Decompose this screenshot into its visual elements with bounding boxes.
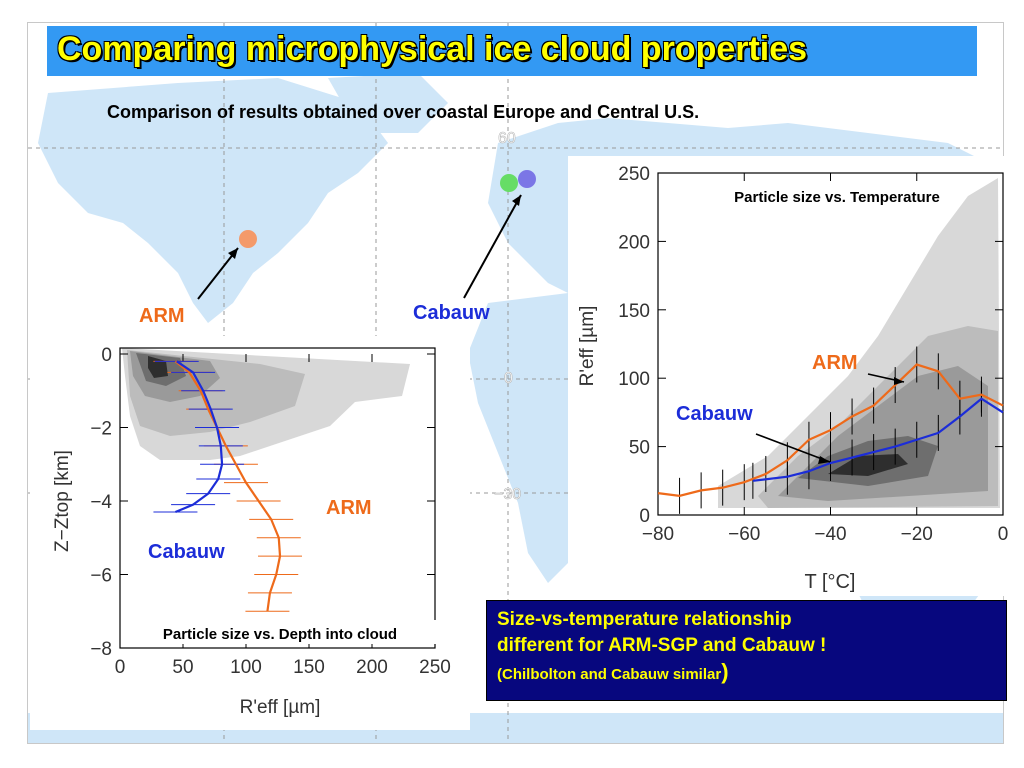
temperature-chart-y-tick-label: 250 bbox=[618, 164, 650, 185]
temperature-chart-x-tick-label: 0 bbox=[998, 524, 1009, 545]
chilbolton-site-marker bbox=[500, 174, 518, 192]
depth-chart-ylabel: Z−Ztop [km] bbox=[52, 450, 73, 552]
temperature-chart-x-tick-label: −80 bbox=[642, 524, 674, 545]
temperature-chart-series bbox=[657, 363, 1004, 497]
temperature-chart-y-tick-label: 0 bbox=[639, 506, 650, 527]
map-lat-label-0: 0 bbox=[504, 370, 513, 387]
temperature-chart: −80 −60 −40 −20 0 0 50 100 150 200 250 T [°C] R'ef… bbox=[568, 156, 1024, 596]
map-lat-label-60: 60 bbox=[498, 130, 516, 147]
depth-chart-y-tick-label: −6 bbox=[90, 566, 112, 587]
depth-chart-x-tick-label: 250 bbox=[419, 657, 451, 678]
title-bar bbox=[47, 26, 977, 76]
depth-chart-x-tick-label: 0 bbox=[115, 657, 126, 678]
temperature-chart-xlabel: T [°C] bbox=[805, 571, 856, 593]
slide-title: Comparing microphysical ice cloud proper… bbox=[57, 30, 808, 68]
cabauw-site-marker bbox=[518, 170, 536, 188]
depth-chart-series-arm bbox=[174, 360, 282, 612]
depth-chart-y-tick-label: −8 bbox=[90, 639, 112, 660]
cabauw-pointer-arrow bbox=[463, 194, 522, 299]
depth-chart-tick-labels: 0 50 100 150 200 250 0 −2 −4 −6 −8 bbox=[90, 345, 451, 678]
depth-chart-title: Particle size vs. Depth into cloud bbox=[163, 626, 397, 643]
map-lat-label-minus30: −30 bbox=[494, 486, 521, 503]
temperature-chart-ticks bbox=[657, 172, 1004, 516]
conclusion-line-2: different for ARM-SGP and Cabauw ! bbox=[497, 635, 827, 656]
conclusion-line-1: Size-vs-temperature relationship bbox=[497, 609, 792, 630]
depth-chart-x-tick-label: 200 bbox=[356, 657, 388, 678]
conclusion-line-3: (Chilbolton and Cabauw similar bbox=[497, 666, 722, 683]
temperature-chart-arm-label: ARM bbox=[812, 352, 858, 374]
depth-chart-y-tick-label: −4 bbox=[90, 492, 112, 513]
temperature-chart-y-tick-label: 100 bbox=[618, 369, 650, 390]
temperature-chart-y-tick-label: 150 bbox=[618, 301, 650, 322]
depth-chart-x-tick-label: 50 bbox=[172, 657, 193, 678]
temperature-chart-x-tick-label: −20 bbox=[901, 524, 933, 545]
temperature-chart-ylabel: R'eff [µm] bbox=[577, 306, 598, 387]
depth-chart-title-box bbox=[124, 620, 436, 644]
temperature-chart-x-tick-label: −60 bbox=[728, 524, 760, 545]
depth-chart-y-tick-label: −2 bbox=[90, 419, 112, 440]
map-cabauw-label: Cabauw bbox=[413, 302, 490, 324]
temperature-cabauw-arrowhead bbox=[818, 456, 830, 464]
depth-chart-x-tick-label: 150 bbox=[293, 657, 325, 678]
depth-chart-arm-label: ARM bbox=[326, 497, 372, 519]
depth-chart-series-cabauw bbox=[175, 360, 224, 514]
temperature-cabauw-arrow bbox=[755, 433, 831, 463]
depth-chart-x-tick-label: 100 bbox=[230, 657, 262, 678]
cabauw-pointer-arrowhead bbox=[512, 195, 521, 206]
arm-pointer-arrow bbox=[197, 247, 239, 300]
arm-pointer-arrowhead bbox=[228, 248, 238, 259]
conclusion-closing-paren: ) bbox=[721, 659, 729, 684]
conclusion-box: Size-vs-temperature relationship differe… bbox=[486, 600, 1007, 701]
map-greenland bbox=[328, 73, 448, 133]
depth-chart-y-tick-label: 0 bbox=[101, 345, 112, 366]
map-arm-label: ARM bbox=[139, 305, 185, 327]
depth-chart-cabauw-label: Cabauw bbox=[148, 541, 225, 563]
temperature-chart-y-tick-label: 200 bbox=[618, 232, 650, 253]
depth-chart-series bbox=[174, 360, 282, 612]
temperature-chart-title: Particle size vs. Temperature bbox=[734, 189, 940, 206]
map-north-america bbox=[38, 78, 388, 323]
depth-chart-xlabel: R'eff [µm] bbox=[240, 697, 321, 718]
temperature-chart-x-tick-label: −40 bbox=[814, 524, 846, 545]
temperature-density-core bbox=[828, 454, 908, 476]
temperature-chart-series-cabauw bbox=[752, 397, 1004, 482]
temperature-arm-arrowhead bbox=[894, 377, 904, 385]
temperature-chart-cabauw-label: Cabauw bbox=[676, 403, 753, 425]
temperature-chart-tick-labels: −80 −60 −40 −20 0 0 50 100 150 200 250 bbox=[618, 164, 1008, 545]
arm-site-marker bbox=[239, 230, 257, 248]
temperature-chart-y-tick-label: 50 bbox=[629, 438, 650, 459]
depth-chart: 0 50 100 150 200 250 0 −2 −4 −6 −8 R'eff [µm] Z−Zt… bbox=[30, 336, 470, 730]
slide-subtitle: Comparison of results obtained over coas… bbox=[107, 102, 700, 122]
depth-chart-axes bbox=[119, 347, 436, 649]
depth-chart-plot-frame bbox=[119, 347, 436, 649]
temperature-chart-series-arm bbox=[657, 363, 1004, 497]
